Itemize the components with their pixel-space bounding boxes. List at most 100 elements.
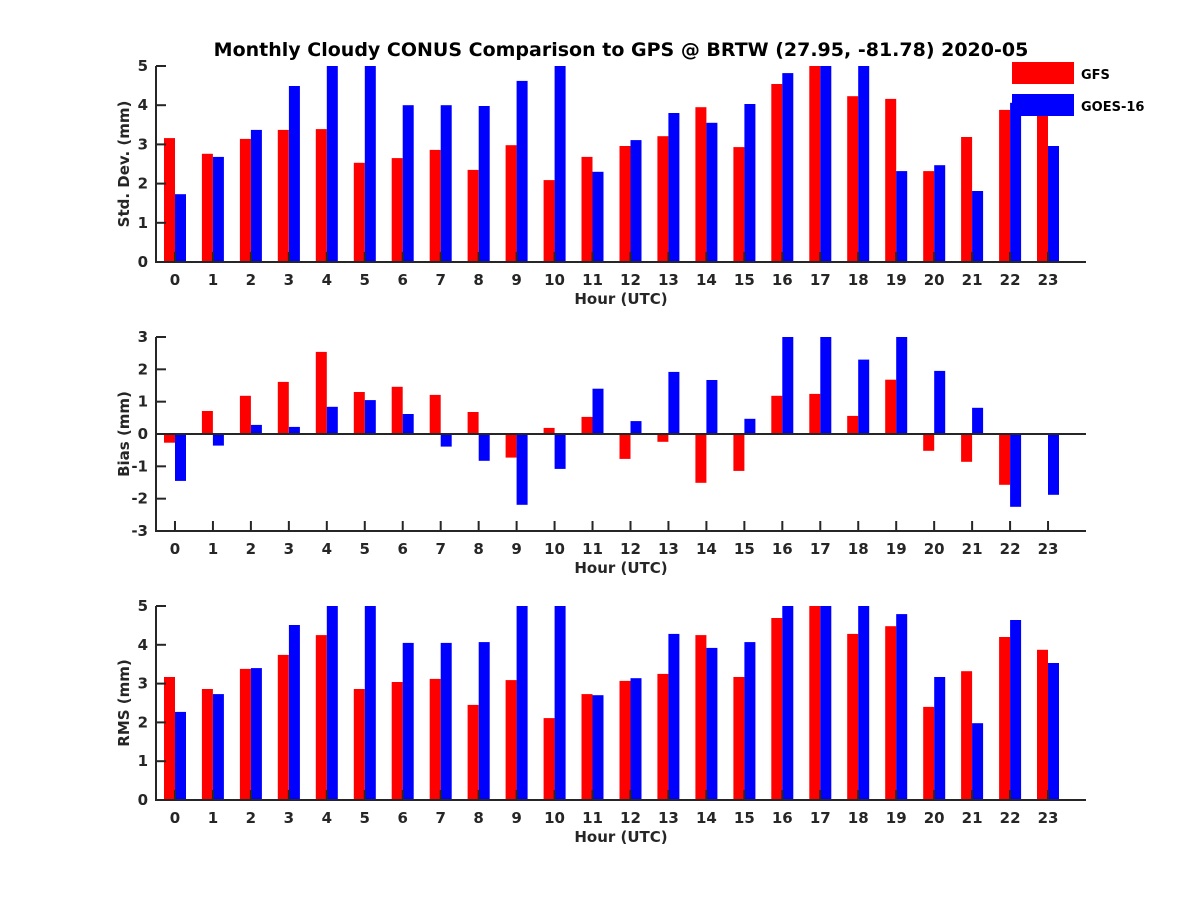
bar-rms-goes16-15 [744, 642, 756, 800]
ytick-label: 4 [138, 96, 148, 114]
bar-std-gfs-16 [771, 84, 783, 262]
bar-std-gfs-18 [847, 96, 859, 262]
bar-bias-gfs-4 [315, 351, 327, 434]
xtick-label: 8 [473, 809, 483, 827]
xtick-label: 18 [848, 540, 869, 558]
bar-bias-gfs-1 [201, 411, 213, 434]
xtick-label: 4 [322, 809, 332, 827]
xtick-label: 7 [435, 271, 445, 289]
ytick-label: 0 [138, 253, 148, 271]
xtick-label: 9 [511, 809, 521, 827]
legend-label-gfs: GFS [1081, 68, 1110, 83]
bar-std-goes16-2 [250, 129, 262, 262]
xtick-label: 13 [658, 540, 679, 558]
bar-rms-gfs-20 [923, 706, 935, 800]
xtick-label: 3 [284, 809, 294, 827]
xtick-label: 13 [658, 271, 679, 289]
xtick-label: 1 [208, 271, 218, 289]
xtick-label: 8 [473, 271, 483, 289]
bar-std-gfs-19 [885, 98, 897, 263]
bar-std-gfs-1 [201, 153, 213, 262]
bar-std-goes16-9 [516, 80, 528, 263]
bar-bias-goes16-10 [554, 434, 566, 469]
xtick-label: 8 [473, 540, 483, 558]
xtick-label: 15 [734, 271, 755, 289]
bar-rms-gfs-18 [847, 633, 859, 800]
bar-std-gfs-14 [695, 107, 707, 262]
bar-bias-gfs-22 [999, 434, 1011, 485]
bar-rms-goes16-2 [250, 668, 262, 800]
xtick-label: 17 [810, 540, 831, 558]
bar-std-goes16-11 [592, 171, 604, 262]
bar-rms-gfs-1 [201, 689, 213, 800]
xtick-label: 5 [360, 540, 370, 558]
bar-bias-goes16-22 [1010, 434, 1022, 507]
xtick-label: 5 [360, 271, 370, 289]
legend-swatch-gfs [1012, 62, 1074, 84]
bar-bias-gfs-10 [543, 427, 555, 434]
xtick-label: 10 [544, 809, 565, 827]
bar-bias-goes16-9 [516, 434, 528, 505]
yaxis-label-std: Std. Dev. (mm) [115, 101, 133, 228]
bar-std-goes16-22 [1010, 102, 1022, 262]
xtick-label: 0 [170, 540, 180, 558]
ytick-label: 0 [138, 425, 148, 443]
bar-bias-goes16-23 [1048, 434, 1059, 495]
bar-bias-gfs-0 [164, 434, 175, 443]
ytick-label: 1 [138, 214, 148, 232]
xtick-label: 14 [696, 540, 717, 558]
xtick-label: 18 [848, 271, 869, 289]
bar-bias-goes16-13 [668, 371, 680, 434]
xtick-label: 11 [582, 540, 603, 558]
bar-bias-goes16-14 [706, 380, 718, 434]
bar-std-goes16-0 [175, 194, 186, 262]
bar-rms-goes16-18 [858, 606, 870, 800]
bar-bias-gfs-20 [923, 434, 935, 451]
bar-bias-gfs-13 [657, 434, 669, 442]
bar-bias-goes16-18 [858, 359, 870, 434]
xtick-label: 16 [772, 540, 793, 558]
ytick-label: 2 [138, 360, 148, 378]
ytick-label: 1 [138, 393, 148, 411]
xtick-label: 20 [924, 271, 945, 289]
bar-bias-gfs-17 [809, 393, 821, 434]
xtick-label: 21 [962, 271, 983, 289]
bar-rms-gfs-9 [505, 680, 517, 800]
ytick-label: 5 [138, 597, 148, 615]
bar-rms-gfs-11 [581, 694, 593, 800]
bar-rms-gfs-14 [695, 635, 707, 800]
bar-rms-goes16-7 [440, 642, 452, 800]
xtick-label: 1 [208, 540, 218, 558]
xtick-label: 4 [322, 271, 332, 289]
ytick-label: -3 [131, 522, 148, 540]
bar-std-gfs-5 [353, 162, 365, 262]
bar-std-goes16-17 [820, 66, 832, 262]
bar-bias-goes16-15 [744, 418, 756, 434]
bar-std-gfs-4 [315, 129, 327, 262]
bar-bias-gfs-21 [961, 434, 973, 462]
bar-std-gfs-3 [277, 129, 289, 262]
bar-rms-gfs-2 [239, 668, 251, 800]
bar-std-gfs-6 [391, 158, 403, 262]
xtick-label: 15 [734, 540, 755, 558]
bar-std-goes16-6 [402, 105, 414, 262]
bar-rms-goes16-20 [934, 677, 946, 800]
xtick-label: 10 [544, 540, 565, 558]
xtick-label: 16 [772, 271, 793, 289]
bar-std-gfs-0 [164, 138, 175, 262]
bar-rms-goes16-6 [402, 642, 414, 800]
xtick-label: 19 [886, 540, 907, 558]
bar-rms-goes16-3 [288, 625, 300, 800]
xtick-label: 11 [582, 271, 603, 289]
bar-std-goes16-18 [858, 66, 870, 262]
xtick-label: 5 [360, 809, 370, 827]
ytick-label: 5 [138, 57, 148, 75]
bar-rms-goes16-5 [364, 606, 376, 800]
bar-rms-gfs-19 [885, 626, 897, 800]
bar-std-gfs-2 [239, 138, 251, 262]
bar-rms-goes16-10 [554, 606, 566, 800]
bar-bias-goes16-21 [972, 407, 984, 434]
bar-rms-goes16-21 [972, 723, 984, 800]
